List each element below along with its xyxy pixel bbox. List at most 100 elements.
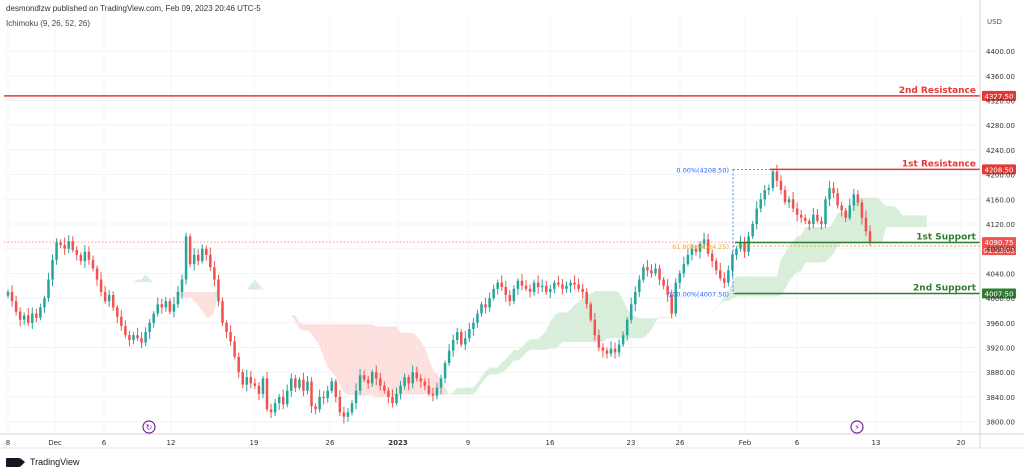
cloud-segment (210, 291, 215, 318)
candle-body (719, 270, 722, 279)
price-tick-label: 4360.00 (986, 73, 1015, 81)
candle-body (532, 282, 536, 292)
cloud-segment (428, 358, 433, 395)
candle-body (395, 393, 398, 404)
candle-body (670, 295, 673, 314)
cloud-segment (598, 291, 603, 342)
cloud-segment (258, 284, 263, 290)
candle-body (217, 279, 220, 302)
tradingview-logo-icon (6, 457, 25, 467)
candle-body (638, 279, 641, 292)
candle-body (261, 378, 265, 394)
candle-body (727, 270, 730, 283)
candle-body (338, 396, 342, 413)
cloud-segment (384, 326, 389, 398)
candle-body (427, 385, 431, 394)
cloud-segment (874, 197, 879, 243)
candle-body (549, 288, 552, 292)
candle-body (140, 338, 143, 343)
cloud-segment (724, 291, 729, 302)
cloud-segment (388, 326, 393, 398)
candle-body (196, 254, 200, 262)
cloud-segment (554, 312, 559, 349)
cloud-segment (639, 318, 644, 339)
candle-body (35, 313, 38, 318)
candle-body (302, 379, 305, 391)
candle-body (844, 210, 847, 218)
cloud-segment (752, 276, 757, 297)
indicator-label[interactable]: Ichimoku (9, 26, 52, 26) (6, 19, 91, 28)
candle-body (832, 188, 835, 194)
candle-body (536, 282, 540, 287)
candle-body (791, 199, 795, 209)
candle-body (435, 387, 439, 396)
candle-body (103, 291, 107, 302)
candle-body (419, 378, 423, 382)
time-tick-label: 26 (326, 439, 335, 447)
cloud-segment (461, 387, 466, 395)
candle-body (787, 199, 791, 203)
cloud-segment (764, 276, 769, 297)
cloud-segment (364, 324, 369, 396)
candle-body (205, 248, 208, 255)
candle-body (686, 254, 690, 265)
cloud-segment (647, 318, 652, 335)
cloud-segment (768, 276, 773, 297)
candle-body (840, 205, 843, 211)
candle-body (298, 379, 301, 388)
candle-body (107, 295, 111, 302)
event-marker-icon (142, 420, 156, 434)
candle-body (771, 171, 775, 189)
candle-body (642, 267, 645, 280)
cloud-segment (610, 291, 616, 339)
cloud-segment (562, 312, 567, 342)
event-marker-glyph: ↻ (146, 423, 153, 432)
candle-body (852, 194, 856, 206)
cloud-segment (785, 245, 790, 289)
time-tick-label: 20 (957, 439, 966, 447)
candle-body (63, 245, 66, 249)
candle-body (370, 372, 374, 384)
candle-body (237, 356, 240, 373)
footer-brand[interactable]: TradingView (6, 457, 80, 467)
candle-body (152, 313, 155, 323)
candle-body (67, 241, 70, 249)
cloud-segment (497, 362, 502, 375)
candle-body (540, 285, 544, 287)
candle-body (144, 332, 147, 343)
fibonacci-layer: 0.00%(4208.50) 61.80%(4084.25) 100.00%(400… (668, 166, 980, 298)
candle-body (10, 291, 14, 302)
cloud-segment (190, 291, 195, 302)
candle-body (439, 378, 443, 388)
candle-body (290, 378, 293, 391)
candle-body (22, 315, 26, 320)
candles-layer (6, 164, 872, 424)
level-price-tag-text: 4208.50 (985, 166, 1014, 174)
cloud-segment (513, 350, 518, 361)
candle-body (650, 270, 653, 274)
price-tick-label: 4120.00 (986, 221, 1015, 229)
candle-body (99, 279, 103, 292)
candle-body (601, 347, 605, 351)
price-tick-label: 4000.00 (986, 295, 1015, 303)
candle-body (354, 390, 358, 404)
level-label: 2nd Support (913, 283, 977, 293)
cloud-segment (262, 288, 268, 297)
cloud-segment (578, 297, 583, 342)
candle-body (342, 412, 346, 417)
candle-body (257, 385, 261, 394)
candle-body (516, 280, 520, 289)
price-tick-label: 4200.00 (986, 172, 1015, 180)
candle-body (294, 378, 297, 388)
candle-body (565, 285, 568, 289)
time-tick-label: Feb (739, 439, 752, 447)
candle-body (812, 214, 815, 224)
candle-body (654, 268, 657, 274)
cloud-segment (198, 291, 203, 312)
cloud-segment (651, 318, 656, 330)
candle-body (512, 288, 516, 302)
candle-body (391, 396, 394, 404)
candle-body (561, 284, 564, 289)
candle-body (160, 304, 164, 308)
